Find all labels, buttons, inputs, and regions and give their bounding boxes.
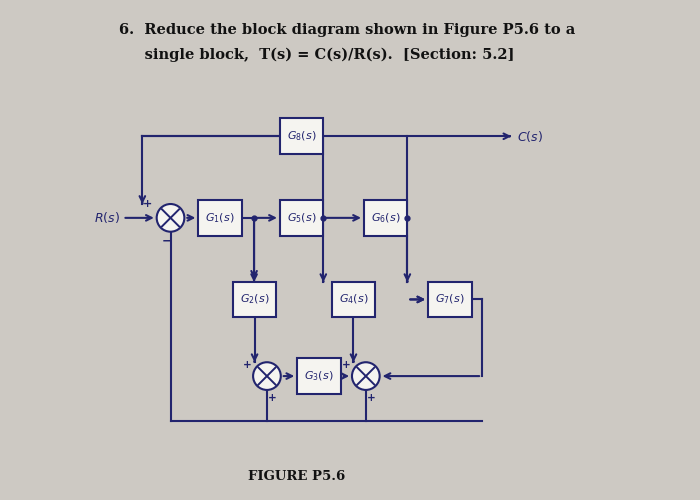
Bar bbox=[332, 282, 375, 317]
Text: FIGURE P5.6: FIGURE P5.6 bbox=[248, 470, 345, 483]
Bar bbox=[280, 118, 323, 154]
Bar bbox=[428, 282, 472, 317]
Circle shape bbox=[157, 204, 184, 232]
Text: +: + bbox=[144, 199, 153, 209]
Text: 6.  Reduce the block diagram shown in Figure P5.6 to a: 6. Reduce the block diagram shown in Fig… bbox=[118, 22, 575, 36]
Text: single block,  T(s) = C(s)/R(s).  [Section: 5.2]: single block, T(s) = C(s)/R(s). [Section… bbox=[118, 48, 514, 62]
Circle shape bbox=[352, 362, 379, 390]
Text: $R(s)$: $R(s)$ bbox=[94, 210, 120, 226]
Circle shape bbox=[253, 362, 281, 390]
Text: $G_7(s)$: $G_7(s)$ bbox=[435, 292, 465, 306]
Text: $G_6(s)$: $G_6(s)$ bbox=[371, 211, 400, 224]
Text: +: + bbox=[342, 360, 351, 370]
Text: $G_1(s)$: $G_1(s)$ bbox=[205, 211, 235, 224]
Text: $C(s)$: $C(s)$ bbox=[517, 129, 542, 144]
Bar bbox=[233, 282, 276, 317]
Text: $G_2(s)$: $G_2(s)$ bbox=[240, 292, 270, 306]
Text: $G_5(s)$: $G_5(s)$ bbox=[287, 211, 316, 224]
Text: $G_3(s)$: $G_3(s)$ bbox=[304, 370, 334, 383]
Bar bbox=[198, 200, 242, 235]
Text: −: − bbox=[161, 234, 172, 247]
Text: $G_8(s)$: $G_8(s)$ bbox=[287, 130, 316, 143]
Text: +: + bbox=[366, 393, 375, 403]
Text: $G_4(s)$: $G_4(s)$ bbox=[339, 292, 368, 306]
Text: +: + bbox=[267, 393, 276, 403]
Bar bbox=[297, 358, 341, 394]
Bar bbox=[364, 200, 407, 235]
Text: +: + bbox=[243, 360, 251, 370]
Bar bbox=[280, 200, 323, 235]
